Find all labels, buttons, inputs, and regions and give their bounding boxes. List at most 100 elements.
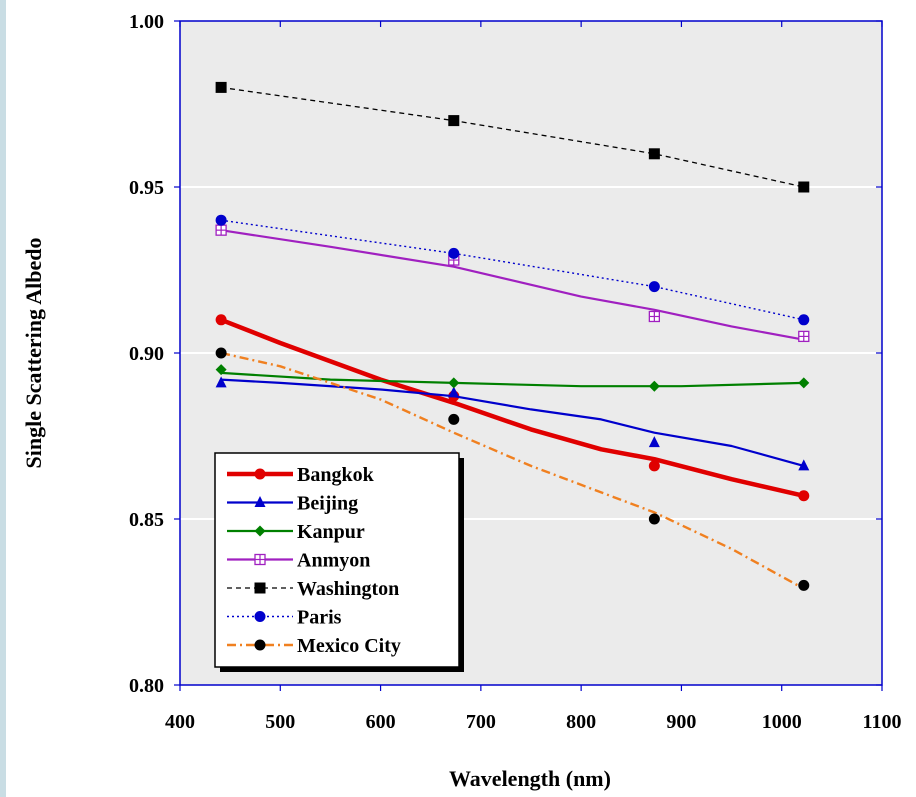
data-point xyxy=(448,386,460,398)
marker-shape xyxy=(448,377,460,389)
series-6 xyxy=(215,347,810,591)
data-point xyxy=(215,347,227,359)
series-line xyxy=(220,229,804,341)
legend-label: Beijing xyxy=(297,493,358,515)
data-point xyxy=(215,81,227,93)
x-axis-label: Wavelength (nm) xyxy=(449,766,611,791)
series-line xyxy=(221,219,804,321)
data-point xyxy=(798,330,810,343)
marker-shape xyxy=(798,459,810,471)
marker-shape xyxy=(254,468,266,480)
series-line xyxy=(221,378,805,467)
data-point xyxy=(448,115,460,127)
marker-shape xyxy=(215,347,227,359)
data-point xyxy=(648,148,660,160)
marker-shape xyxy=(254,639,266,651)
legend-marker xyxy=(254,525,266,537)
data-point xyxy=(215,314,227,326)
marker-shape xyxy=(254,582,266,594)
data-point xyxy=(648,310,661,323)
marker-shape xyxy=(254,496,266,507)
marker-shape xyxy=(215,81,227,93)
marker-shape xyxy=(798,377,810,389)
x-tick-label: 1000 xyxy=(762,711,802,733)
marker-shape xyxy=(254,611,266,622)
legend-marker xyxy=(254,582,266,594)
y-axis-label: Single Scattering Albedo xyxy=(21,237,46,468)
series-0 xyxy=(215,314,810,502)
series-line xyxy=(220,317,805,498)
marker-shape xyxy=(648,281,660,293)
marker-shape xyxy=(798,314,810,326)
legend-label: Bangkok xyxy=(297,464,375,486)
marker-shape xyxy=(798,490,810,502)
data-point xyxy=(648,513,660,525)
data-point xyxy=(798,377,810,389)
marker-shape xyxy=(448,247,460,259)
marker-shape xyxy=(448,413,460,425)
y-tick-label: 0.95 xyxy=(129,177,164,199)
y-tick-label: 0.85 xyxy=(129,509,164,531)
marker-shape xyxy=(215,364,227,376)
data-point xyxy=(215,364,227,376)
legend-label: Kanpur xyxy=(297,521,365,543)
data-point xyxy=(648,380,660,392)
legend-marker xyxy=(254,468,266,480)
legend-label: Paris xyxy=(297,607,342,629)
y-tick-label: 0.80 xyxy=(129,675,164,697)
marker-shape xyxy=(648,148,660,160)
series-line xyxy=(220,351,805,590)
marker-shape xyxy=(648,513,660,525)
data-point xyxy=(448,413,460,425)
series-group xyxy=(215,81,810,591)
legend-entry: Washington xyxy=(227,578,399,600)
axes: 400 500 600 700 800 900 1000 1100 0.80 0.85 0.90 0.… xyxy=(129,11,901,733)
legend-entry: Kanpur xyxy=(227,521,365,543)
x-tick-label: 900 xyxy=(666,711,696,733)
x-tick-label: 800 xyxy=(566,711,596,733)
x-tick-label: 400 xyxy=(165,711,195,733)
data-point xyxy=(798,459,810,471)
series-4 xyxy=(215,81,810,193)
x-tick-label: 700 xyxy=(466,711,496,733)
marker-shape xyxy=(215,314,227,326)
marker-shape xyxy=(648,460,660,472)
legend-label: Mexico City xyxy=(297,635,401,657)
legend-entry: Anmyon xyxy=(227,550,370,572)
data-point xyxy=(448,247,460,259)
marker-shape xyxy=(648,380,660,392)
series-5 xyxy=(215,214,810,326)
data-point xyxy=(798,579,810,591)
marker-shape xyxy=(648,436,660,448)
legend-label: Anmyon xyxy=(297,550,370,572)
legend-marker xyxy=(254,553,266,566)
marker-shape xyxy=(215,376,227,388)
legend-marker xyxy=(254,611,266,622)
marker-shape xyxy=(798,579,810,591)
series-line xyxy=(221,86,804,188)
data-point xyxy=(215,376,227,388)
data-point xyxy=(648,436,660,448)
data-point xyxy=(798,181,810,193)
data-point xyxy=(448,377,460,389)
marker-shape xyxy=(448,386,460,398)
data-point xyxy=(798,314,810,326)
left-decorative-strip xyxy=(0,0,6,797)
series-1 xyxy=(215,376,810,471)
series-2 xyxy=(215,364,810,392)
data-point xyxy=(648,460,660,472)
data-point xyxy=(215,214,227,226)
marker-shape xyxy=(798,181,810,193)
marker-shape xyxy=(215,214,227,226)
legend-marker xyxy=(254,496,266,507)
y-tick-label: 1.00 xyxy=(129,11,164,33)
marker-shape xyxy=(448,115,460,127)
x-tick-label: 1100 xyxy=(863,711,902,733)
legend-entry: Paris xyxy=(227,607,342,629)
data-point xyxy=(798,490,810,502)
data-point xyxy=(215,224,227,236)
legend-marker xyxy=(254,639,266,651)
legend-label: Washington xyxy=(297,578,399,600)
legend-entry: Beijing xyxy=(227,493,358,515)
